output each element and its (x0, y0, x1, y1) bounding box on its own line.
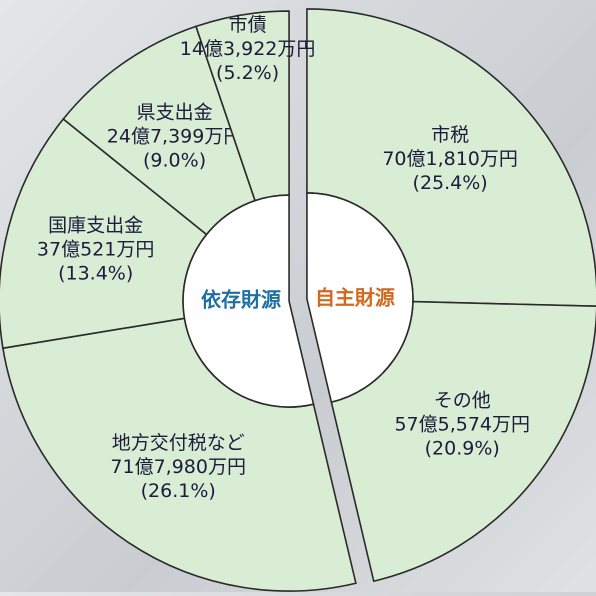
group-label: 自主財源 (315, 285, 395, 309)
slice-percent: (25.4%) (413, 172, 488, 194)
slice-amount: 37億521万円 (37, 239, 154, 261)
slice-name: その他 (434, 389, 491, 411)
slice-percent: (9.0%) (143, 150, 206, 172)
group-hole (182, 194, 315, 408)
slice-name: 市債 (229, 14, 267, 36)
slice-name: 国庫支出金 (48, 215, 143, 237)
slice-amount: 24億7,399万円 (107, 126, 243, 148)
slice-percent: (13.4%) (58, 263, 133, 285)
slice-amount: 71億7,980万円 (110, 456, 246, 478)
slice-name: 県支出金 (137, 102, 213, 124)
slice-percent: (5.2%) (216, 62, 279, 84)
group-hole (306, 192, 414, 404)
slice-name: 地方交付税など (112, 432, 245, 454)
slice-amount: 14億3,922万円 (180, 38, 316, 60)
group-label: 依存財源 (201, 288, 281, 312)
slice-percent: (20.9%) (425, 437, 500, 459)
slice-percent: (26.1%) (141, 480, 216, 502)
slice-amount: 70億1,810万円 (382, 148, 518, 170)
slice-name: 市税 (431, 124, 469, 146)
slice-amount: 57億5,574万円 (394, 413, 530, 435)
